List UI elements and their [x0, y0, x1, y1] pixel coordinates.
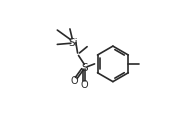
Text: S: S	[81, 62, 88, 72]
Text: Si: Si	[69, 37, 78, 47]
Text: O: O	[71, 76, 78, 86]
Text: O: O	[80, 79, 88, 89]
